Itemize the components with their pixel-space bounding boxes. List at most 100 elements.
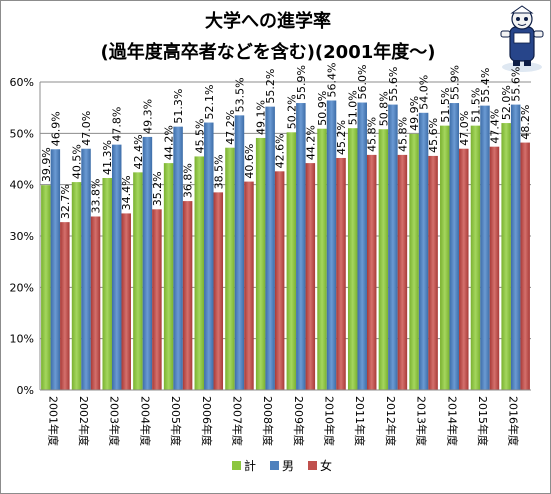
data-label: 47.8% (111, 107, 124, 142)
data-label: 34.4% (120, 175, 133, 210)
data-label: 51.0% (347, 90, 360, 125)
data-label: 38.5% (212, 154, 225, 189)
bar-女 (520, 142, 530, 390)
x-tick-label: 2010年度 (323, 396, 337, 446)
data-label: 44.2% (304, 125, 317, 160)
data-label: 56.0% (356, 65, 369, 100)
data-label: 50.8% (377, 91, 390, 126)
data-label: 52.1% (203, 85, 216, 120)
data-label: 52.0% (500, 85, 513, 120)
y-tick-label: 40% (10, 179, 34, 192)
bar-女 (274, 171, 285, 390)
data-label: 56.4% (326, 63, 339, 98)
x-tick-label: 2006年度 (200, 396, 214, 446)
data-label: 35.2% (151, 171, 164, 206)
bar-計 (133, 172, 143, 390)
bar-男 (111, 144, 122, 390)
y-tick-label: 0% (17, 384, 34, 397)
y-tick-label: 50% (10, 127, 34, 140)
bar-計 (378, 129, 389, 390)
data-label: 42.4% (132, 134, 145, 169)
x-tick-label: 2009年度 (292, 396, 306, 446)
y-tick-label: 10% (10, 333, 34, 346)
x-tick-label: 2016年度 (507, 396, 521, 446)
bar-計 (225, 147, 235, 390)
bar-女 (336, 157, 346, 390)
legend-swatch (308, 461, 317, 470)
data-label: 51.3% (172, 89, 185, 124)
data-label: 33.8% (90, 179, 103, 214)
bar-計 (347, 128, 358, 390)
bar-女 (152, 209, 162, 390)
data-label: 45.5% (193, 118, 206, 153)
data-label: 51.5% (469, 88, 482, 123)
x-tick-label: 2001年度 (46, 396, 60, 446)
data-label: 55.9% (295, 65, 308, 100)
data-label: 32.7% (59, 184, 72, 219)
bar-男 (480, 105, 490, 390)
legend-label: 女 (320, 458, 332, 473)
legend-label: 男 (282, 459, 294, 473)
bar-女 (213, 192, 224, 390)
bar-女 (244, 181, 254, 390)
bar-計 (194, 156, 205, 390)
mascot-illustration (500, 5, 544, 72)
bar-計 (41, 185, 51, 390)
x-tick-label: 2005年度 (169, 396, 183, 446)
data-label: 45.8% (396, 117, 409, 152)
bar-男 (388, 104, 398, 390)
bar-女 (182, 201, 193, 390)
legend-label: 計 (244, 458, 256, 473)
data-label: 47.4% (488, 109, 501, 144)
data-label: 55.2% (264, 69, 277, 104)
bar-男 (234, 115, 245, 390)
data-label: 51.5% (439, 88, 452, 123)
bar-女 (397, 154, 408, 390)
data-label: 39.9% (40, 147, 53, 182)
data-label: 44.2% (163, 125, 176, 160)
bar-男 (265, 106, 275, 390)
data-label: 36.8% (182, 163, 195, 198)
data-labels: 39.9% 40.5% 41.3% 42.4% 44.2% 45.5% 47.2% 49.1%… (40, 63, 532, 220)
data-label: 50.2% (285, 94, 298, 129)
bar-計 (409, 133, 419, 390)
data-label: 45.8% (366, 117, 379, 152)
bar-男 (418, 112, 429, 391)
data-label: 46.9% (49, 111, 62, 146)
bar-女 (489, 146, 500, 390)
bar-計 (470, 125, 481, 390)
bar-計 (102, 177, 112, 390)
bar-男 (204, 122, 214, 390)
x-tick-label: 2002年度 (77, 396, 91, 446)
bar-女 (366, 154, 377, 390)
x-tick-label: 2008年度 (261, 396, 275, 446)
bar-series (41, 100, 530, 391)
data-label: 40.5% (71, 144, 84, 179)
data-label: 47.2% (224, 110, 237, 145)
bar-計 (163, 163, 174, 390)
bar-女 (90, 216, 101, 390)
bar-女 (428, 155, 438, 390)
data-label: 49.3% (141, 99, 154, 134)
bar-女 (459, 148, 469, 390)
bar-計 (71, 182, 82, 390)
x-tick-label: 2013年度 (415, 396, 429, 446)
x-tick-label: 2012年度 (384, 396, 398, 446)
data-label: 49.9% (408, 96, 421, 131)
chart-title-line-1: 大学への進学率 (205, 10, 331, 32)
bar-男 (173, 126, 183, 390)
bar-男 (449, 103, 460, 391)
data-label: 50.9% (316, 91, 329, 126)
data-label: 45.2% (335, 120, 348, 155)
bar-女 (121, 213, 131, 390)
bar-計 (317, 128, 327, 391)
data-label: 54.0% (418, 75, 431, 110)
bar-男 (296, 103, 306, 391)
x-tick-label: 2014年度 (445, 396, 459, 446)
axes: 0% 10% 20% 30% 40% 50% 60% 2001年度 2002年度 2003年度 20… (10, 76, 531, 446)
bar-男 (510, 104, 521, 390)
bar-男 (326, 100, 337, 390)
data-label: 55.6% (510, 67, 523, 102)
data-label: 55.6% (387, 67, 400, 102)
data-label: 41.3% (101, 140, 114, 175)
